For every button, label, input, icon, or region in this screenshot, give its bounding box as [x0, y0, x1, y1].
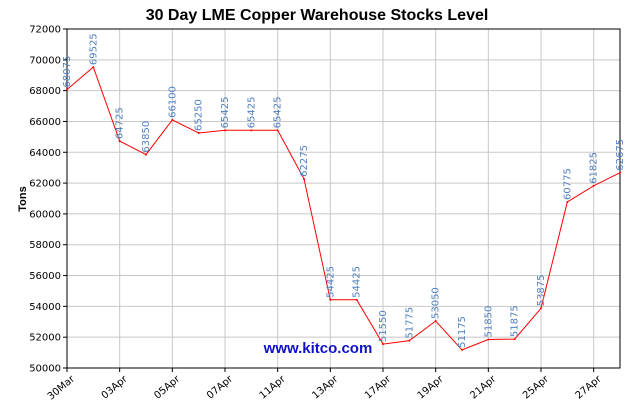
- grid-lines: [66, 28, 620, 369]
- x-tick-label: 27Apr: [574, 373, 605, 401]
- y-tick-label: 62000: [29, 179, 61, 190]
- data-point: [303, 177, 305, 180]
- x-tick-label: 21Apr: [468, 373, 499, 401]
- data-label: 54425: [352, 266, 363, 298]
- data-label: 65425: [246, 97, 257, 129]
- data-point: [197, 132, 200, 135]
- data-label: 51550: [378, 310, 389, 342]
- data-label: 60775: [562, 168, 573, 200]
- y-tick-label: 60000: [29, 209, 61, 220]
- series-copper-stocks: [66, 66, 621, 351]
- x-tick-label: 25Apr: [521, 373, 552, 401]
- y-axis-label: Tons: [17, 186, 29, 211]
- x-tick-label: 11Apr: [258, 373, 289, 401]
- data-label: 65425: [273, 97, 284, 129]
- x-tick-label: 05Apr: [152, 373, 183, 401]
- data-point: [92, 66, 95, 69]
- data-point: [461, 348, 463, 351]
- y-tick-label: 54000: [29, 302, 61, 313]
- data-point: [329, 298, 332, 301]
- data-label: 53050: [431, 287, 442, 319]
- y-axis-ticks: 50000 52000 54000 56000 58000 60000 62000 64000…: [29, 25, 67, 375]
- data-label: 51875: [510, 305, 521, 337]
- data-label: 54425: [325, 266, 336, 298]
- y-tick-label: 66000: [29, 117, 61, 128]
- y-tick-label: 50000: [29, 364, 61, 375]
- data-label: 66100: [167, 86, 178, 118]
- data-point: [566, 200, 569, 203]
- y-tick-label: 64000: [29, 148, 61, 159]
- watermark-text: www.kitco.com: [263, 340, 373, 357]
- data-point: [276, 129, 279, 132]
- data-label: 62275: [299, 145, 310, 177]
- y-tick-label: 72000: [29, 25, 61, 36]
- data-point: [171, 118, 174, 121]
- x-tick-label: 13Apr: [310, 373, 341, 401]
- data-label: 64725: [115, 107, 126, 139]
- data-label: 51175: [457, 316, 468, 348]
- x-tick-label: 30Mar: [46, 373, 78, 402]
- data-point: [355, 298, 358, 301]
- data-point: [513, 338, 516, 341]
- chart-title: 30 Day LME Copper Warehouse Stocks Level: [146, 7, 489, 24]
- data-point: [250, 129, 253, 132]
- data-point: [408, 339, 411, 342]
- data-point: [145, 153, 147, 156]
- x-tick-label: 17Apr: [363, 373, 394, 401]
- data-label: 62675: [615, 139, 626, 171]
- data-label: 53875: [536, 274, 547, 306]
- data-label: 61825: [589, 152, 600, 184]
- data-point: [540, 307, 542, 310]
- x-tick-label: 03Apr: [100, 373, 131, 401]
- y-tick-label: 56000: [29, 271, 61, 282]
- data-label: 65425: [220, 97, 231, 129]
- data-label: 65250: [194, 99, 205, 131]
- data-point: [224, 129, 226, 132]
- data-label: 51850: [483, 306, 494, 338]
- x-tick-label: 07Apr: [205, 373, 236, 401]
- data-labels: 68075 69525 64725 63850 66100 65250 65425 65425…: [62, 33, 626, 348]
- data-point: [487, 338, 490, 341]
- data-label: 69525: [88, 33, 99, 65]
- data-point: [592, 184, 595, 187]
- data-point: [66, 88, 68, 91]
- x-axis-ticks: 30Mar 03Apr 05Apr 07Apr 11Apr 13Apr 17Apr 19Apr…: [46, 368, 605, 403]
- y-tick-label: 68000: [29, 86, 61, 97]
- y-tick-label: 70000: [29, 55, 61, 66]
- plot-area-border: [66, 28, 621, 369]
- data-point: [382, 343, 384, 346]
- data-point: [434, 320, 437, 323]
- data-label: 51775: [404, 307, 415, 339]
- series-line: [66, 66, 621, 351]
- data-point: [118, 140, 121, 143]
- y-tick-label: 58000: [29, 240, 61, 251]
- data-point: [619, 171, 621, 174]
- data-label: 68075: [62, 56, 73, 88]
- data-label: 63850: [141, 121, 152, 153]
- x-tick-label: 19Apr: [416, 373, 447, 401]
- y-tick-label: 52000: [29, 333, 61, 344]
